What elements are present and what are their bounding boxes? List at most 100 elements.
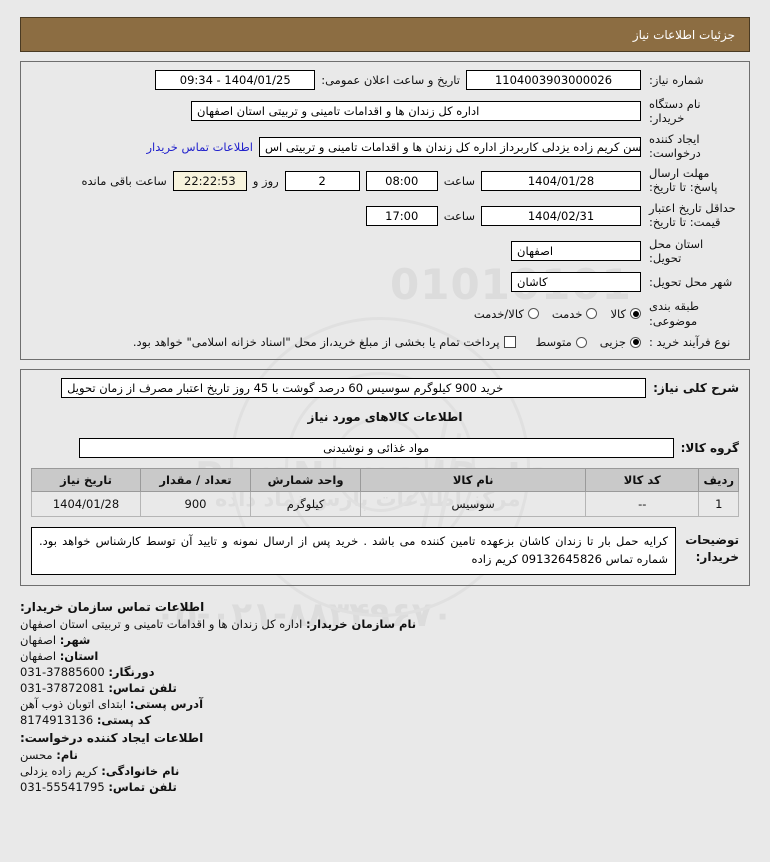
- city-field[interactable]: کاشان: [511, 272, 641, 293]
- summary-label: شرح کلی نیاز:: [653, 381, 739, 396]
- buyer-contact-link[interactable]: اطلاعات تماس خریدار: [146, 139, 253, 154]
- contact-line-city: شهر: اصفهان: [20, 633, 750, 647]
- creator-line-phone: تلفن تماس: 55541795-031: [20, 780, 750, 794]
- contact-value-city: اصفهان: [20, 633, 57, 648]
- contact-label-phone: تلفن تماس:: [108, 681, 177, 696]
- row-category: طبقه بندی موضوعی: کالا خدمت کالا/خدمت: [31, 299, 739, 328]
- creator-field[interactable]: محسن کریم زاده یزدلی کاربرداز اداره کل ز…: [259, 136, 641, 157]
- creator-value-firstname: محسن: [20, 748, 53, 763]
- cell-radif: 1: [698, 491, 739, 518]
- category-option-kala-khedmat-label: کالا/خدمت: [473, 306, 524, 321]
- radio-icon-kala[interactable]: [630, 308, 641, 320]
- need-details-panel: شرح کلی نیاز: خرید 900 کیلوگرم سوسیس 60 …: [20, 369, 750, 587]
- category-option-khedmat[interactable]: خدمت: [552, 307, 598, 321]
- contact-value-province: اصفهان: [20, 649, 57, 664]
- process-option-motavaset[interactable]: متوسط: [536, 335, 587, 349]
- row-buyer-notes: توضیحات خریدار: کرایه حمل بار تا زندان ک…: [31, 527, 739, 576]
- treasury-checkbox-label: پرداخت تمام یا بخشی از مبلغ خرید،از محل …: [132, 335, 500, 350]
- row-city: شهر محل تحویل: کاشان: [31, 272, 739, 293]
- goods-section-heading: اطلاعات کالاهای مورد نیاز: [307, 410, 463, 425]
- col-header-code: کد کالا: [585, 468, 700, 493]
- row-goods-group: گروه کالا: مواد غذائی و نوشیدنی: [31, 438, 739, 459]
- radio-icon-jozei[interactable]: [630, 336, 641, 348]
- creator-label-firstname: نام:: [56, 748, 78, 763]
- process-option-motavaset-label: متوسط: [535, 335, 572, 350]
- countdown-timer: 22:22:53: [172, 171, 247, 192]
- radio-icon-kala-khedmat[interactable]: [527, 308, 539, 320]
- row-summary: شرح کلی نیاز: خرید 900 کیلوگرم سوسیس 60 …: [31, 378, 739, 399]
- category-option-kala-khedmat[interactable]: کالا/خدمت: [474, 307, 539, 321]
- need-number-field[interactable]: 1104003903000026: [466, 70, 641, 90]
- deadline-time-field[interactable]: 08:00: [365, 171, 438, 192]
- need-number-label: شماره نیاز:: [649, 72, 704, 87]
- goods-group-field[interactable]: مواد غذائی و نوشیدنی: [78, 438, 674, 459]
- contact-value-phone: 37872081-031: [20, 681, 105, 696]
- creator-contact-heading: اطلاعات ایجاد کننده درخواست:: [20, 731, 204, 746]
- goods-table-body: 1 -- سوسیس کیلوگرم 900 1404/01/28: [30, 491, 739, 518]
- process-type-label: نوع فرآیند خرید :: [649, 335, 731, 350]
- category-option-kala-label: کالا: [610, 306, 626, 321]
- goods-group-label: گروه کالا:: [680, 441, 739, 456]
- creator-line-lastname: نام خانوادگی: کریم زاده یزدلی: [20, 764, 750, 778]
- category-option-kala[interactable]: کالا: [610, 307, 641, 321]
- process-radio-group: جزیی متوسط: [536, 335, 641, 349]
- creator-label-phone: تلفن تماس:: [108, 780, 177, 795]
- city-label: شهر محل تحویل:: [649, 275, 733, 290]
- contact-line-org: نام سازمان خریدار: اداره کل زندان ها و ا…: [20, 617, 750, 631]
- validity-date-field[interactable]: 1404/02/31: [481, 205, 641, 226]
- row-deadline: مهلت ارسال پاسخ: تا تاریخ: 1404/01/28 سا…: [31, 167, 739, 195]
- checkbox-icon-treasury[interactable]: [503, 336, 516, 349]
- creator-value-phone: 55541795-031: [20, 780, 105, 795]
- page-title: جزئیات اطلاعات نیاز: [632, 27, 735, 42]
- contact-value-postal-code: 8174913136: [20, 713, 94, 728]
- category-option-khedmat-label: خدمت: [551, 306, 583, 321]
- buyer-org-field[interactable]: اداره کل زندان ها و اقدامات تامینی و ترب…: [191, 101, 641, 122]
- creator-label-lastname: نام خانوادگی:: [101, 764, 180, 779]
- contact-label-province: استان:: [59, 649, 99, 664]
- category-label: طبقه بندی موضوعی:: [649, 299, 699, 328]
- province-field[interactable]: اصفهان: [511, 240, 641, 261]
- row-province: استان محل تحویل: اصفهان: [31, 237, 739, 266]
- buyer-notes-field[interactable]: کرایه حمل بار تا زندان کاشان بزعهده تامی…: [31, 527, 676, 576]
- contact-label-org: نام سازمان خریدار:: [305, 617, 417, 632]
- days-and-label: روز و: [252, 174, 279, 189]
- creator-label: ایجاد کننده درخواست:: [649, 131, 701, 160]
- goods-table-head: ردیف کد کالا نام کالا واحد شمارش تعداد /…: [30, 468, 739, 493]
- contact-line-province: استان: اصفهان: [20, 649, 750, 663]
- remaining-hours-label: ساعت باقی مانده: [81, 174, 167, 189]
- row-need-number: شماره نیاز: 1104003903000026 تاریخ و ساع…: [31, 70, 739, 90]
- deadline-hour-label: ساعت: [443, 174, 475, 189]
- treasury-checkbox-option[interactable]: پرداخت تمام یا بخشی از مبلغ خرید،از محل …: [133, 335, 516, 349]
- cell-quantity: 900: [140, 491, 251, 518]
- row-process-type: نوع فرآیند خرید : جزیی متوسط پرداخت تمام…: [31, 335, 739, 349]
- contact-line-fax: دورنگار: 37885600-031: [20, 665, 750, 679]
- creator-line-firstname: نام: محسن: [20, 748, 750, 762]
- contact-value-org: اداره کل زندان ها و اقدامات تامینی و ترب…: [20, 617, 303, 632]
- buyer-notes-label: توضیحات خریدار:: [685, 533, 739, 564]
- process-option-jozei[interactable]: جزیی: [600, 335, 641, 349]
- days-remaining-field[interactable]: 2: [284, 171, 360, 192]
- page-title-bar: جزئیات اطلاعات نیاز: [20, 17, 750, 52]
- contact-line-postal-code: کد پستی: 8174913136: [20, 713, 750, 727]
- table-row: 1 -- سوسیس کیلوگرم 900 1404/01/28: [30, 491, 739, 518]
- col-header-name: نام کالا: [360, 468, 587, 493]
- row-buyer-org: نام دستگاه خریدار: اداره کل زندان ها و ا…: [31, 97, 739, 126]
- validity-hour-label: ساعت: [443, 208, 475, 223]
- cell-unit: کیلوگرم: [249, 491, 362, 518]
- announce-label: تاریخ و ساعت اعلان عمومی:: [321, 73, 460, 87]
- radio-icon-khedmat[interactable]: [586, 308, 598, 320]
- contact-label-address: آدرس پستی:: [129, 697, 204, 712]
- radio-icon-motavaset[interactable]: [575, 336, 587, 348]
- deadline-date-field[interactable]: 1404/01/28: [481, 171, 641, 192]
- col-header-radif: ردیف: [698, 468, 739, 493]
- validity-label: حداقل تاریخ اعتبار قیمت: تا تاریخ:: [649, 200, 736, 229]
- creator-value-lastname: کریم زاده یزدلی: [20, 764, 98, 779]
- contact-label-city: شهر:: [59, 633, 91, 648]
- announce-datetime-field[interactable]: 1404/01/25 - 09:34: [155, 70, 316, 90]
- table-header-row: ردیف کد کالا نام کالا واحد شمارش تعداد /…: [30, 468, 739, 493]
- cell-name: سوسیس: [360, 491, 587, 518]
- row-validity: حداقل تاریخ اعتبار قیمت: تا تاریخ: 1404/…: [31, 200, 739, 230]
- validity-time-field[interactable]: 17:00: [365, 205, 438, 226]
- summary-field[interactable]: خرید 900 کیلوگرم سوسیس 60 درصد گوشت با 4…: [61, 378, 647, 399]
- contact-value-fax: 37885600-031: [20, 665, 105, 680]
